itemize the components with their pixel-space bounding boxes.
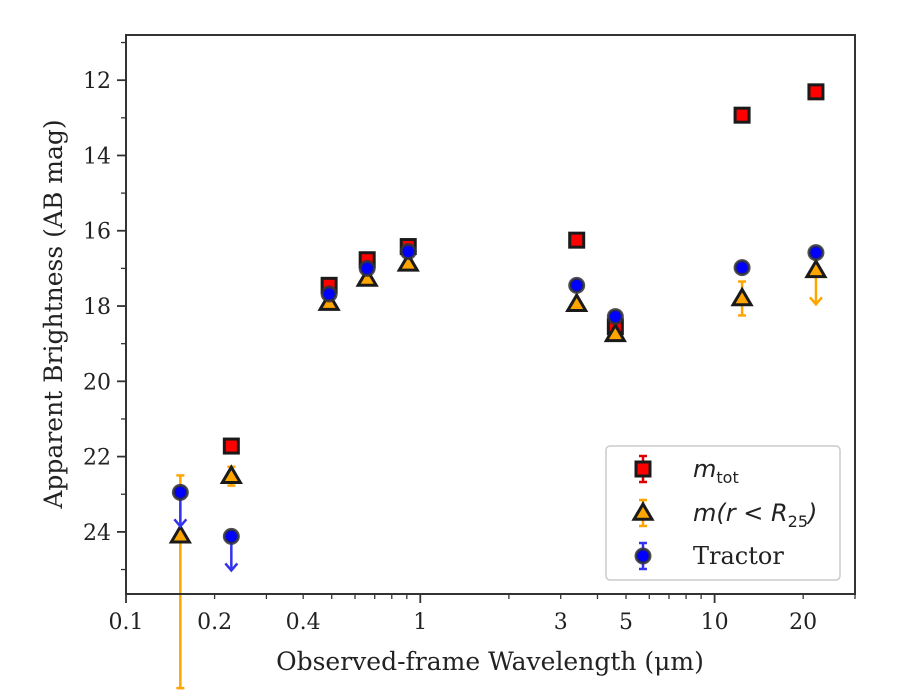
plot-area xyxy=(168,83,828,690)
marker-circle xyxy=(358,259,376,277)
y-tick-label: 18 xyxy=(83,295,111,320)
marker-circle xyxy=(171,483,189,501)
legend-label: Tractor xyxy=(693,542,784,570)
marker-square xyxy=(222,437,240,455)
y-tick-label: 24 xyxy=(83,521,111,546)
axes: 0.1 0.2 0.4 1 3 5 10 20 12 14 16 18 20 22 24 xyxy=(83,34,856,635)
legend-marker-triangle xyxy=(631,501,655,521)
data-point xyxy=(606,308,624,326)
data-point xyxy=(399,242,417,260)
data-point xyxy=(603,322,627,343)
y-axis-label: Apparent Brightness (AB mag) xyxy=(39,119,68,509)
series-tractor xyxy=(171,242,825,573)
y-tick-label: 20 xyxy=(83,370,111,395)
marker-triangle xyxy=(603,322,627,343)
data-point xyxy=(222,527,240,573)
marker-triangle xyxy=(396,251,420,272)
marker-square xyxy=(568,231,586,249)
data-point xyxy=(222,437,240,455)
x-axis-label: Observed-frame Wavelength (μm) xyxy=(276,647,704,676)
y-tick-label: 16 xyxy=(83,220,111,245)
marker-triangle xyxy=(565,292,589,312)
marker-circle xyxy=(222,527,240,545)
x-tick-label: 1 xyxy=(413,610,427,635)
data-point xyxy=(358,259,376,277)
marker-circle xyxy=(606,308,624,326)
marker-square xyxy=(807,83,825,101)
data-point xyxy=(733,106,751,124)
axes-frame xyxy=(125,34,856,595)
upper-limit-arrowhead xyxy=(808,296,823,307)
marker-triangle xyxy=(168,523,192,544)
legend-marker-square xyxy=(634,460,652,478)
x-tick-label: 3 xyxy=(554,610,568,635)
series-mtot xyxy=(222,83,825,455)
y-tick-label: 14 xyxy=(83,144,111,169)
y-tick-label: 12 xyxy=(83,69,111,94)
upper-limit-arrowhead xyxy=(224,562,239,573)
data-point xyxy=(355,266,379,287)
upper-limit-arrowhead xyxy=(173,518,188,529)
marker-triangle xyxy=(355,266,379,287)
data-point xyxy=(568,231,586,249)
data-point xyxy=(219,464,243,487)
legend-entry-tractor: Tractor xyxy=(634,541,784,571)
marker-circle xyxy=(399,242,417,260)
data-point xyxy=(396,251,420,272)
data-point xyxy=(171,483,189,529)
data-point xyxy=(807,83,825,101)
marker-triangle xyxy=(804,258,828,279)
marker-circle xyxy=(807,244,825,262)
marker-circle xyxy=(733,259,751,277)
marker-triangle xyxy=(219,464,243,484)
x-tick-label: 5 xyxy=(619,610,633,635)
legend-box xyxy=(605,445,841,581)
series-mr25 xyxy=(168,251,828,690)
data-point xyxy=(807,244,825,262)
x-tick-label: 20 xyxy=(789,610,817,635)
x-tick-label: 0.2 xyxy=(197,610,232,635)
marker-square xyxy=(733,106,751,124)
marker-circle xyxy=(320,285,338,303)
data-point xyxy=(804,258,828,307)
data-point xyxy=(320,285,338,303)
legend-marker-circle xyxy=(634,547,652,565)
marker-circle xyxy=(568,276,586,294)
marker-triangle xyxy=(730,286,754,307)
x-tick-label: 0.1 xyxy=(109,610,144,635)
data-point xyxy=(730,280,754,317)
data-point xyxy=(568,276,586,294)
y-tick-label: 22 xyxy=(83,446,111,471)
x-tick-label: 0.4 xyxy=(286,610,321,635)
data-point xyxy=(565,292,589,312)
data-point xyxy=(733,259,751,277)
x-tick-label: 10 xyxy=(701,610,729,635)
